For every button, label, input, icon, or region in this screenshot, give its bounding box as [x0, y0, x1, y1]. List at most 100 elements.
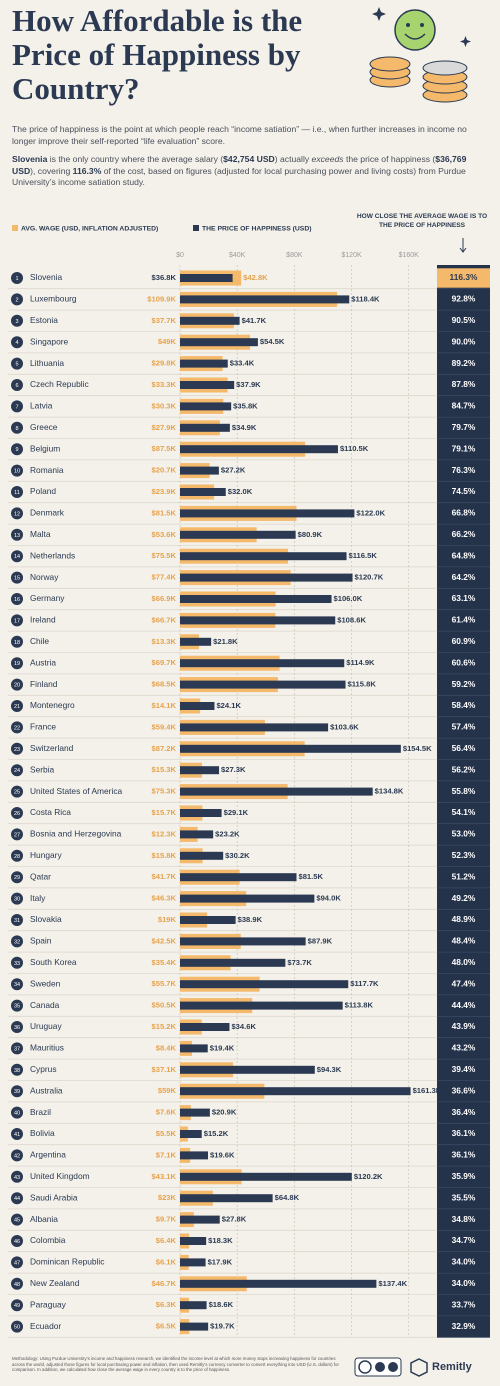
closeness-cell [437, 1231, 490, 1251]
price-label: $20.9K [212, 1108, 237, 1117]
closeness-cell [437, 1060, 490, 1080]
closeness-cell [437, 311, 490, 331]
closeness-cell [437, 760, 490, 780]
closeness-cell [437, 439, 490, 459]
wage-label: $15.8K [152, 851, 177, 860]
price-bar [180, 1194, 273, 1203]
closeness-cell [437, 974, 490, 994]
country-label: Bosnia and Herzegovina [30, 829, 122, 839]
wage-label: $8.4K [156, 1043, 177, 1052]
closeness-label: 57.4% [452, 722, 476, 732]
price-label: $120.7K [355, 573, 384, 582]
closeness-label: 44.4% [452, 1000, 476, 1010]
wage-label: $15.7K [152, 808, 177, 817]
country-label: Canada [30, 1000, 60, 1010]
closeness-label: 34.7% [452, 1235, 476, 1245]
price-label: $108.6K [337, 615, 366, 624]
legend-swatch [193, 225, 199, 231]
price-bar [180, 359, 228, 368]
rank: 16 [14, 597, 20, 603]
price-bar [180, 830, 214, 839]
closeness-cell [437, 418, 490, 438]
closeness-cell [437, 332, 490, 352]
wage-label: $29.8K [152, 359, 177, 368]
rank: 27 [14, 832, 20, 838]
rank: 36 [14, 1025, 20, 1031]
wage-label: $30.3K [152, 401, 177, 410]
price-label: $120.2K [354, 1172, 383, 1181]
closeness-cell [437, 1038, 490, 1059]
rank-badge [11, 828, 23, 841]
price-bar [180, 1279, 377, 1288]
price-label: $36.8K [152, 273, 177, 282]
closeness-label: 79.7% [452, 422, 476, 432]
price-bar [180, 637, 212, 646]
country-label: Norway [30, 572, 59, 582]
price-bar [180, 595, 332, 603]
rank-badge [11, 593, 23, 605]
wage-label: $69.7K [152, 658, 177, 667]
closeness-label: 52.3% [452, 850, 476, 860]
closeness-label: 64.8% [452, 550, 476, 560]
wage-label: $12.3K [152, 829, 177, 838]
country-label: Finland [30, 679, 58, 689]
rank-badge [11, 721, 23, 734]
rank-badge [11, 421, 23, 434]
rank: 23 [14, 747, 20, 753]
rank-badge [11, 1063, 23, 1076]
country-label: Montenegro [30, 700, 75, 710]
country-label: Italy [30, 893, 46, 903]
closeness-cell [437, 888, 490, 909]
rank-badge [11, 785, 23, 798]
closeness-label: 51.2% [452, 871, 476, 881]
rank-badge [11, 1085, 23, 1098]
closeness-label: 61.4% [452, 615, 476, 625]
wage-label: $75.5K [152, 551, 177, 560]
price-label: $161.3K [413, 1086, 442, 1095]
price-label: $103.6K [330, 722, 359, 731]
rank-badge [11, 764, 23, 777]
description: The price of happiness is the point at w… [12, 124, 467, 146]
rank: 17 [14, 618, 20, 624]
country-label: Belgium [30, 443, 60, 453]
closeness-label: 59.2% [452, 679, 476, 689]
country-label: France [30, 722, 56, 732]
price-bar [180, 894, 315, 903]
country-label: Lithuania [30, 358, 64, 368]
closeness-cell [437, 1188, 490, 1208]
closeness-label: 48.0% [452, 957, 476, 967]
closeness-label: 32.9% [452, 1321, 476, 1331]
price-label: $41.7K [242, 316, 267, 325]
wage-label: $20.7K [152, 466, 177, 475]
closeness-label: 34.0% [452, 1257, 476, 1267]
closeness-cell [437, 1252, 490, 1273]
price-bar [180, 958, 286, 967]
rank: 22 [14, 725, 20, 731]
closeness-cell [437, 931, 490, 952]
rank-badge [11, 657, 23, 670]
rank-badge [11, 807, 23, 819]
rank-badge [11, 1213, 23, 1226]
rank-badge [11, 1106, 23, 1119]
country-label: Czech Republic [30, 379, 89, 389]
price-bar [180, 1258, 206, 1267]
x-tick-label: $160K [399, 252, 420, 259]
rank: 11 [14, 490, 20, 496]
rank-badge [11, 1149, 23, 1162]
wage-label: $59.4K [152, 722, 177, 731]
country-label: United Kingdom [30, 1171, 90, 1181]
closeness-label: 34.8% [452, 1214, 476, 1224]
rank-badge [11, 849, 23, 862]
rank: 45 [14, 1218, 20, 1224]
closeness-label: 92.8% [452, 294, 476, 304]
x-tick-label: $80K [286, 252, 303, 259]
country-label: Greece [30, 422, 58, 432]
country-label: Ecuador [30, 1321, 61, 1331]
rank: 37 [14, 1046, 20, 1052]
price-label: $34.6K [231, 1022, 256, 1031]
country-label: Slovakia [30, 914, 62, 924]
closeness-label: 49.2% [452, 893, 476, 903]
price-label: $87.9K [308, 936, 333, 945]
wage-label: $109.9K [147, 294, 176, 303]
closeness-cell [437, 739, 490, 759]
